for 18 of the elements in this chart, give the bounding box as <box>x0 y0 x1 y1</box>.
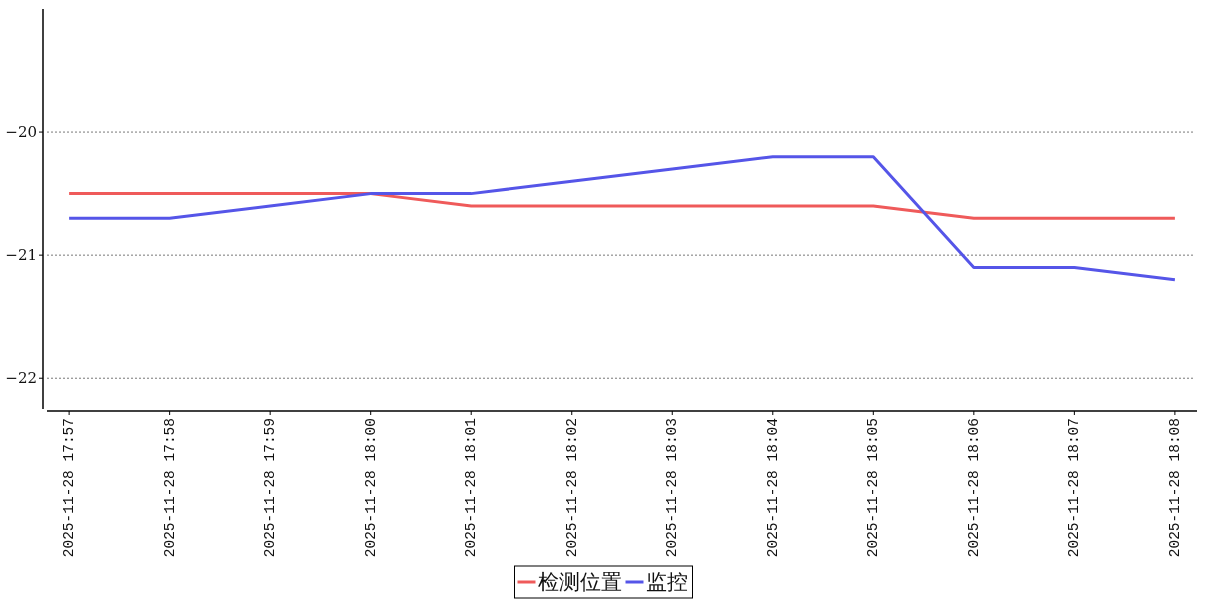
x-tick-label: 2025-11-28 18:07 <box>1066 418 1083 558</box>
x-tick-label: 2025-11-28 17:59 <box>262 418 279 558</box>
x-tick-label: 2025-11-28 18:06 <box>965 418 982 558</box>
x-tick-label: 2025-11-28 18:02 <box>563 418 580 558</box>
x-tick-label: 2025-11-28 18:04 <box>764 418 781 558</box>
y-tick-label: −21 <box>5 246 37 265</box>
line-series <box>67 155 1177 282</box>
x-tick-label: 2025-11-28 17:58 <box>161 418 178 558</box>
x-tick-label: 2025-11-28 17:57 <box>61 418 78 558</box>
legend-label: 检测位置 <box>537 570 622 594</box>
x-tick-label: 2025-11-28 18:05 <box>865 418 882 558</box>
y-tick-label: −22 <box>5 369 37 388</box>
legend-label: 监控 <box>645 570 688 594</box>
y-tick-label: −20 <box>5 123 37 142</box>
x-tick-label: 2025-11-28 18:01 <box>463 418 480 558</box>
x-tick-label: 2025-11-28 18:08 <box>1166 418 1183 558</box>
x-tick-label: 2025-11-28 18:03 <box>664 418 681 558</box>
x-tick-label: 2025-11-28 18:00 <box>362 418 379 558</box>
